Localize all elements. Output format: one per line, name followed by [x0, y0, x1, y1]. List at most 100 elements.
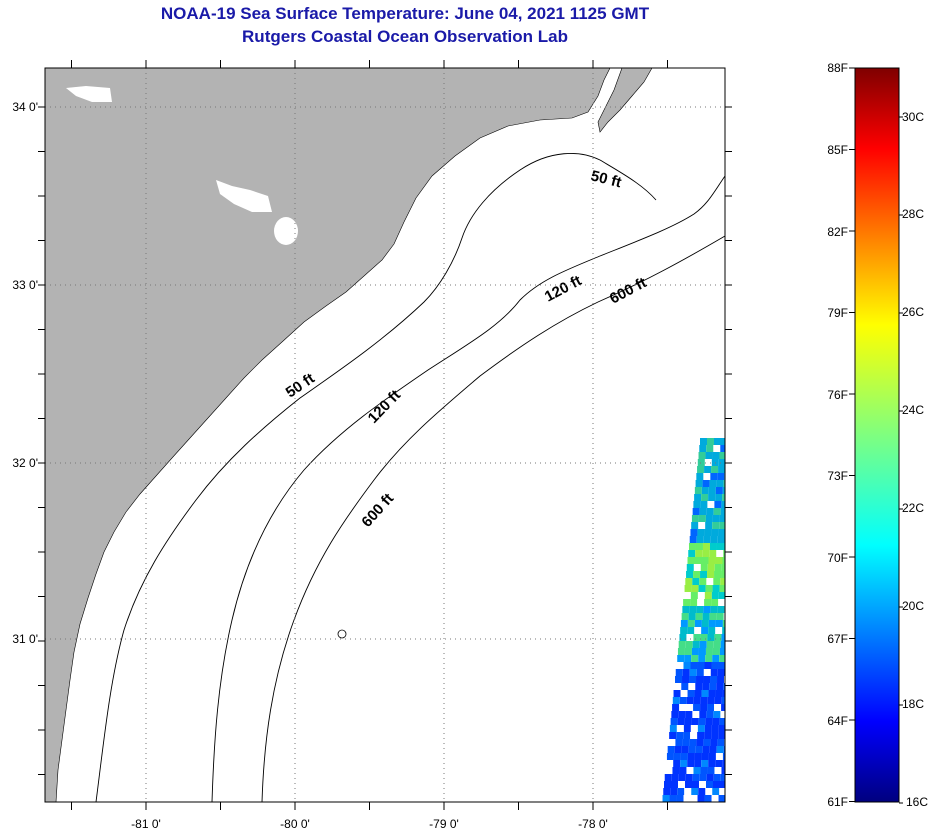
sst-pixel: [712, 648, 720, 655]
sst-pixel: [689, 676, 697, 683]
sst-pixel: [688, 543, 696, 550]
sst-pixel: [701, 494, 709, 501]
sst-pixel: [710, 739, 718, 746]
inland-lake: [66, 86, 112, 102]
sst-pixel: [674, 683, 682, 690]
sst-pixel: [721, 571, 725, 578]
sst-pixel: [682, 739, 690, 746]
sst-pixel: [687, 753, 695, 760]
sst-pixel: [702, 550, 710, 557]
colorbar-f-label: 85F: [827, 143, 848, 157]
sst-pixel: [691, 585, 699, 592]
sst-pixel: [721, 697, 725, 704]
map-subtitle: Rutgers Coastal Ocean Observation Lab: [242, 27, 568, 46]
sst-pixel: [717, 676, 725, 683]
sst-pixel: [716, 746, 724, 753]
sst-pixel: [712, 718, 720, 725]
sst-pixel: [700, 634, 708, 641]
sst-pixel: [713, 578, 721, 585]
inland-lake: [216, 180, 272, 212]
sst-pixel: [714, 501, 722, 508]
sst-pixel: [705, 718, 713, 725]
sst-pixel: [681, 746, 689, 753]
sst-pixel: [700, 704, 708, 711]
sst-pixel: [715, 760, 723, 767]
sst-pixel: [678, 711, 686, 718]
sst-pixel: [715, 690, 723, 697]
sst-pixel: [703, 536, 711, 543]
sst-pixel: [706, 774, 714, 781]
sst-pixel: [684, 585, 692, 592]
sst-pixel: [713, 711, 721, 718]
sst-pixel: [700, 501, 708, 508]
sst-pixel: [719, 585, 725, 592]
sst-pixel: [679, 767, 687, 774]
colorbar-c-label: 18C: [902, 697, 924, 711]
colorbar-c-label: 24C: [902, 403, 924, 417]
sst-data-swath: [662, 438, 725, 802]
sst-pixel: [678, 774, 686, 781]
sst-pixel: [717, 739, 725, 746]
sst-pixel: [701, 760, 709, 767]
colorbar-f-label: 79F: [827, 306, 848, 320]
sst-pixel: [682, 669, 690, 676]
sst-pixel: [683, 599, 691, 606]
sst-pixel: [718, 795, 725, 802]
sst-pixel: [710, 606, 718, 613]
sst-pixel: [714, 571, 722, 578]
sst-pixel: [702, 746, 710, 753]
sst-pixel: [671, 774, 679, 781]
contour-50ft: [95, 152, 657, 802]
sst-pixel: [673, 690, 681, 697]
sst-pixel: [709, 550, 717, 557]
sst-pixel: [720, 445, 725, 452]
sst-pixel: [672, 697, 680, 704]
sst-pixel: [684, 788, 692, 795]
sst-pixel: [677, 788, 685, 795]
contour-120ft: [211, 175, 725, 802]
sst-pixel: [702, 683, 710, 690]
sst-pixel: [716, 683, 724, 690]
sst-pixel: [691, 781, 699, 788]
sst-pixel: [696, 676, 704, 683]
sst-pixel: [705, 655, 713, 662]
sst-pixel: [694, 620, 702, 627]
sst-pixel: [711, 466, 719, 473]
sst-pixel: [681, 683, 689, 690]
sst-pixel: [702, 543, 710, 550]
sst-pixel: [710, 669, 718, 676]
sst-pixel: [715, 494, 723, 501]
sst-pixel: [683, 662, 691, 669]
sst-pixel: [690, 662, 698, 669]
sst-pixel: [686, 571, 694, 578]
map-title: NOAA-19 Sea Surface Temperature: June 04…: [160, 4, 650, 23]
colorbar-f-label: 76F: [827, 388, 848, 402]
sst-pixel: [685, 711, 693, 718]
sst-pixel: [714, 438, 721, 445]
sst-pixel: [680, 760, 688, 767]
sst-pixel: [695, 613, 703, 620]
sst-pixel: [666, 760, 674, 767]
sst-pixel: [685, 774, 693, 781]
sst-pixel: [688, 746, 696, 753]
sst-pixel: [693, 634, 701, 641]
sst-pixel: [708, 627, 716, 634]
sst-pixel: [676, 725, 684, 732]
sst-pixel: [720, 508, 725, 515]
sst-pixel: [708, 557, 716, 564]
sst-pixel: [688, 613, 696, 620]
sst-pixel: [712, 522, 720, 529]
sst-pixel: [685, 641, 693, 648]
sst-pixel: [684, 781, 692, 788]
sst-pixel: [711, 592, 719, 599]
sst-pixel: [719, 655, 725, 662]
sst-pixel: [672, 704, 680, 711]
sst-pixel: [701, 620, 709, 627]
sst-pixel: [693, 571, 701, 578]
sst-pixel: [677, 648, 685, 655]
colorbar-c-label: 28C: [902, 207, 924, 221]
sst-pixel: [695, 746, 703, 753]
sst-pixel: [672, 767, 680, 774]
sst-pixel: [714, 704, 722, 711]
colorbar-c-label: 30C: [902, 110, 924, 124]
